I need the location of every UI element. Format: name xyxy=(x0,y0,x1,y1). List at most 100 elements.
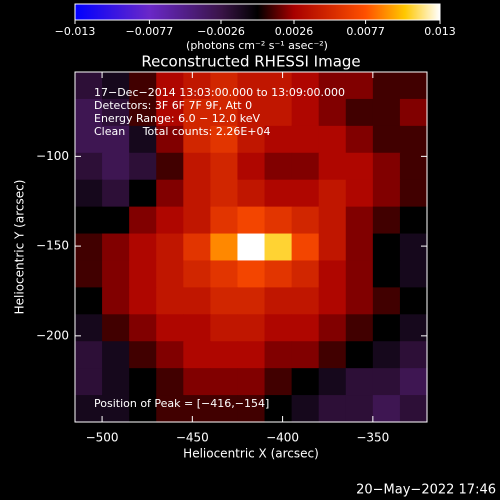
image-cell xyxy=(318,72,347,100)
x-tick-label: −500 xyxy=(86,431,119,445)
image-cell xyxy=(264,206,293,235)
image-cell xyxy=(75,341,103,369)
x-tick-label: −400 xyxy=(266,431,299,445)
image-cell xyxy=(210,125,239,154)
image-cell xyxy=(264,152,293,181)
image-cell xyxy=(156,206,184,235)
image-cell xyxy=(129,206,157,235)
image-cell xyxy=(345,152,374,181)
image-cell xyxy=(237,206,266,235)
image-cell xyxy=(183,206,211,235)
y-tick-label: −200 xyxy=(36,328,69,342)
colorbar-tick-label: 0.013 xyxy=(424,25,456,38)
image-cell xyxy=(237,260,266,288)
image-cell xyxy=(345,179,374,208)
image-cell xyxy=(210,72,239,100)
image-cell xyxy=(75,287,103,315)
image-cell xyxy=(129,260,157,288)
annotation: Energy Range: 6.0 − 12.0 keV xyxy=(94,112,261,125)
image-cell xyxy=(237,287,266,315)
image-cell xyxy=(102,125,130,154)
image-cell xyxy=(129,395,157,423)
image-cell xyxy=(237,395,266,423)
image xyxy=(75,72,428,423)
annotation: Detectors: 3F 6F 7F 9F, Att 0 xyxy=(94,99,252,112)
image-cell xyxy=(183,179,211,208)
image-cell xyxy=(372,72,401,100)
image-cell xyxy=(129,233,157,262)
image-cell xyxy=(210,179,239,208)
image-cell xyxy=(102,341,130,369)
image-cell xyxy=(291,314,320,342)
image-cell xyxy=(399,206,428,235)
image-cell xyxy=(264,233,293,262)
image-cell xyxy=(318,98,347,127)
image-cell xyxy=(75,314,103,342)
colorbar xyxy=(74,3,441,21)
image-cell xyxy=(399,98,428,127)
image-cell xyxy=(345,260,374,288)
image-cell xyxy=(156,98,184,127)
image-cell xyxy=(291,179,320,208)
colorbar-tick-label: −0.0026 xyxy=(197,25,245,38)
image-cell xyxy=(183,125,211,154)
image-cell xyxy=(318,233,347,262)
image-cell xyxy=(237,341,266,369)
image-cell xyxy=(264,98,293,127)
image-cell xyxy=(399,72,428,100)
image-cell xyxy=(345,125,374,154)
image-cell xyxy=(102,395,130,423)
image-cell xyxy=(129,314,157,342)
image-cell xyxy=(102,179,130,208)
image-cell xyxy=(345,72,374,100)
image-cell xyxy=(264,395,293,423)
colorbar-tick-label: 0.0077 xyxy=(346,25,385,38)
image-cell xyxy=(372,368,401,396)
image-cell xyxy=(156,125,184,154)
image-cell xyxy=(210,395,239,423)
image-cell xyxy=(237,72,266,100)
image-cell xyxy=(102,260,130,288)
image-cell xyxy=(318,125,347,154)
image-cell xyxy=(129,125,157,154)
image-cell xyxy=(345,206,374,235)
image-cell xyxy=(318,287,347,315)
image-cell xyxy=(399,260,428,288)
image-cell xyxy=(237,314,266,342)
image-cell xyxy=(399,179,428,208)
image-cell xyxy=(102,233,130,262)
image-cell xyxy=(345,341,374,369)
image-cell xyxy=(75,98,103,127)
image-cell xyxy=(372,395,401,423)
image-cell xyxy=(75,72,103,100)
image-cell xyxy=(372,287,401,315)
image-cell xyxy=(264,368,293,396)
image-cell xyxy=(264,179,293,208)
colorbar-tick-label: −0.013 xyxy=(55,25,96,38)
y-tick-label: −150 xyxy=(36,239,69,253)
colorbar-tick-label: 0.0026 xyxy=(275,25,314,38)
image-cell xyxy=(372,260,401,288)
chart-title: Reconstructed RHESSI Image xyxy=(141,53,360,71)
image-cell xyxy=(102,206,130,235)
image-cell xyxy=(156,179,184,208)
image-cell xyxy=(210,368,239,396)
image-cell xyxy=(210,287,239,315)
image-cell xyxy=(210,314,239,342)
image-cell xyxy=(345,395,374,423)
image-cell xyxy=(264,314,293,342)
image-cell xyxy=(291,395,320,423)
image-cell xyxy=(372,125,401,154)
image-cell xyxy=(183,341,211,369)
footer-date: 20−May−2022 17:46 xyxy=(356,483,496,498)
image-cell xyxy=(291,125,320,154)
image-cell xyxy=(210,98,239,127)
image-cell xyxy=(237,368,266,396)
image-cell xyxy=(291,206,320,235)
image-cell xyxy=(156,314,184,342)
image-cell xyxy=(129,179,157,208)
image-cell xyxy=(345,233,374,262)
y-axis-label: Heliocentric Y (arcsec) xyxy=(13,180,27,315)
image-cell xyxy=(75,233,103,262)
